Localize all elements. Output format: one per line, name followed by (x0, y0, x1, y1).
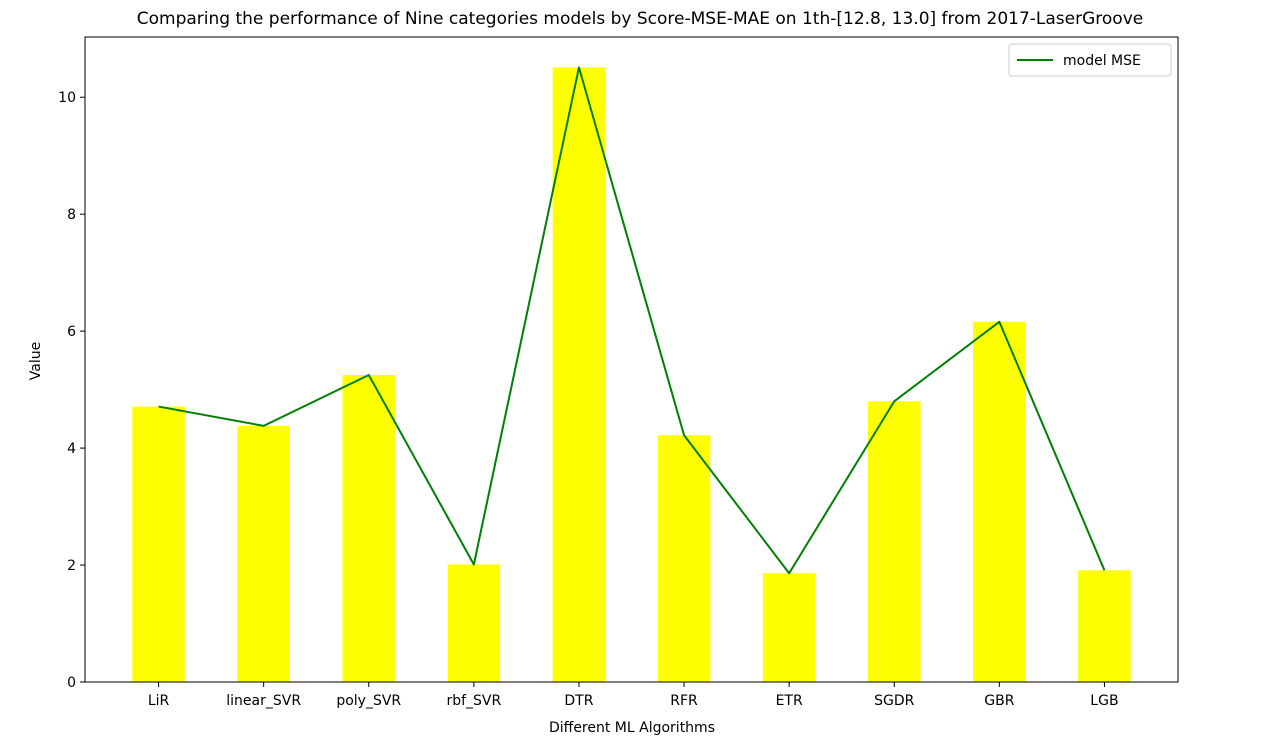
x-tick-label: LGB (1090, 693, 1118, 709)
x-tick-label: poly_SVR (336, 693, 401, 709)
bar-DTR (552, 67, 606, 682)
chart-title: Comparing the performance of Nine catego… (137, 9, 1143, 29)
bar-poly_SVR (342, 375, 396, 682)
line-layer (158, 66, 1106, 575)
y-tick-label: 0 (67, 675, 76, 691)
bar-SGDR (867, 401, 921, 682)
x-tick-label: RFR (670, 693, 698, 709)
x-tick-label: GBR (984, 693, 1014, 709)
x-tick-label: LiR (148, 693, 170, 709)
x-tick-label: DTR (564, 693, 593, 709)
y-tick-label: 4 (67, 441, 76, 457)
x-tick-label: ETR (776, 693, 803, 709)
bar-RFR (657, 435, 711, 682)
legend-box (1008, 43, 1172, 77)
bar-LGB (1078, 570, 1131, 682)
bar-linear_SVR (237, 425, 290, 682)
y-axis-label: Value (28, 342, 44, 380)
y-tick-label: 2 (67, 558, 76, 574)
bar-LiR (132, 406, 185, 682)
y-tick-label: 8 (67, 207, 76, 223)
x-axis-label: Different ML Algorithms (549, 720, 715, 736)
legend-label-model-mse: model MSE (1063, 53, 1141, 69)
y-tick-label: 6 (67, 324, 76, 340)
x-tick-label: rbf_SVR (446, 693, 501, 709)
x-tick-label: SGDR (874, 693, 915, 709)
y-tick-label: 10 (58, 90, 76, 106)
y-axis: 0 2 4 6 8 10 (58, 90, 85, 691)
bar-rbf_SVR (447, 564, 501, 682)
x-axis: LiR linear_SVR poly_SVR rbf_SVR DTR RFR ETR SGD… (148, 682, 1119, 709)
legend: model MSE (1008, 43, 1172, 77)
plot-frame (84, 36, 1179, 683)
bars-layer (132, 67, 1131, 682)
bar-GBR (973, 321, 1026, 682)
bar-ETR (762, 573, 816, 682)
series-line-model-mse (158, 66, 1106, 575)
x-tick-label: linear_SVR (226, 693, 301, 709)
